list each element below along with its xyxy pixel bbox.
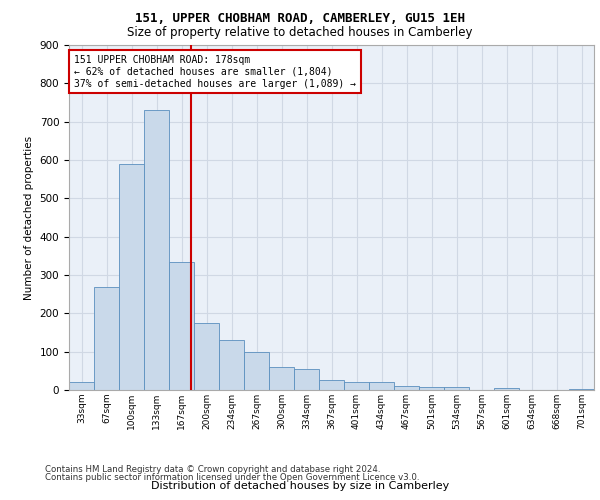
- Text: Distribution of detached houses by size in Camberley: Distribution of detached houses by size …: [151, 481, 449, 491]
- Bar: [145, 110, 169, 390]
- Bar: [344, 382, 368, 390]
- Bar: [119, 164, 143, 390]
- Text: Contains HM Land Registry data © Crown copyright and database right 2024.: Contains HM Land Registry data © Crown c…: [45, 465, 380, 474]
- Bar: [220, 340, 244, 390]
- Bar: [370, 382, 394, 390]
- Text: Size of property relative to detached houses in Camberley: Size of property relative to detached ho…: [127, 26, 473, 39]
- Y-axis label: Number of detached properties: Number of detached properties: [24, 136, 34, 300]
- Text: Contains public sector information licensed under the Open Government Licence v3: Contains public sector information licen…: [45, 473, 419, 482]
- Bar: [419, 387, 443, 390]
- Bar: [94, 286, 119, 390]
- Bar: [169, 262, 194, 390]
- Text: 151 UPPER CHOBHAM ROAD: 178sqm
← 62% of detached houses are smaller (1,804)
37% : 151 UPPER CHOBHAM ROAD: 178sqm ← 62% of …: [74, 56, 356, 88]
- Bar: [494, 388, 518, 390]
- Bar: [394, 386, 419, 390]
- Text: 151, UPPER CHOBHAM ROAD, CAMBERLEY, GU15 1EH: 151, UPPER CHOBHAM ROAD, CAMBERLEY, GU15…: [135, 12, 465, 26]
- Bar: [269, 367, 293, 390]
- Bar: [244, 352, 269, 390]
- Bar: [569, 389, 593, 390]
- Bar: [194, 323, 218, 390]
- Bar: [70, 382, 94, 390]
- Bar: [319, 380, 344, 390]
- Bar: [295, 369, 319, 390]
- Bar: [445, 387, 469, 390]
